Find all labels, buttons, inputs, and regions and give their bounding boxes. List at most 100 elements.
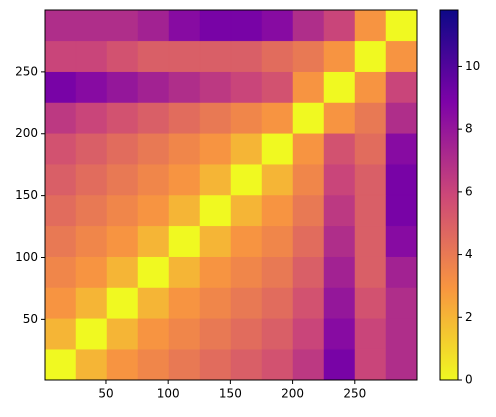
heat-cell (261, 225, 294, 257)
heat-cell (385, 71, 418, 103)
heat-cell (75, 9, 108, 42)
heat-cell (75, 71, 108, 103)
heat-cell (385, 256, 418, 288)
heat-cell (230, 348, 263, 381)
x-tick-label: 150 (219, 387, 242, 401)
y-tick-label: 250 (15, 64, 38, 78)
x-tick-label: 250 (343, 387, 366, 401)
x-tick-label: 100 (157, 387, 180, 401)
heat-cell (385, 163, 418, 196)
heat-cell (44, 348, 77, 381)
heat-cell (44, 71, 77, 103)
heat-cell (354, 225, 387, 257)
heat-cell (168, 318, 201, 350)
colorbar-tick-label: 0 (465, 373, 473, 387)
heat-cell (292, 194, 325, 227)
heat-cell (292, 133, 325, 165)
heat-cell (385, 194, 418, 227)
heat-cell (261, 133, 294, 165)
heat-cell (292, 318, 325, 350)
y-tick-label: 150 (15, 188, 38, 202)
heat-cell (106, 133, 139, 165)
heat-cell (168, 287, 201, 319)
heat-cell (385, 348, 418, 381)
heat-cell (354, 133, 387, 165)
heat-cell (44, 225, 77, 257)
heat-cell (199, 102, 232, 134)
colorbar-tick-label: 8 (465, 122, 473, 136)
heat-cell (106, 318, 139, 350)
heat-cell (230, 287, 263, 319)
heat-cell (230, 194, 263, 227)
heat-cell (385, 40, 418, 72)
heat-cell (323, 256, 356, 288)
heat-cell (75, 102, 108, 134)
heat-cell (168, 133, 201, 165)
heat-cell (106, 348, 139, 381)
x-tick-label: 50 (98, 387, 113, 401)
heat-cell (292, 163, 325, 196)
heat-cell (292, 256, 325, 288)
heat-cell (137, 9, 170, 42)
heat-cell (137, 102, 170, 134)
heat-cell (354, 9, 387, 42)
heat-cell (44, 318, 77, 350)
heat-cell (230, 163, 263, 196)
heat-cell (199, 163, 232, 196)
heat-cell (292, 348, 325, 381)
heat-cell (106, 9, 139, 42)
plot-frame (44, 9, 418, 381)
heat-cell (230, 225, 263, 257)
heat-cell (75, 194, 108, 227)
heat-cell (199, 348, 232, 381)
heat-cell (199, 71, 232, 103)
heat-cell (354, 318, 387, 350)
heat-cell (199, 40, 232, 72)
heat-cell (261, 71, 294, 103)
heat-cell (292, 40, 325, 72)
heat-cell (106, 163, 139, 196)
heat-cell (354, 163, 387, 196)
heat-cell (385, 102, 418, 134)
heat-cell (75, 256, 108, 288)
heat-cell (137, 225, 170, 257)
heat-cell (199, 194, 232, 227)
colorbar-tick-label: 2 (465, 310, 473, 324)
heat-cell (323, 40, 356, 72)
heat-cell (44, 287, 77, 319)
heat-cell (323, 287, 356, 319)
heat-cell (230, 102, 263, 134)
heat-cell (106, 256, 139, 288)
heat-cell (261, 256, 294, 288)
heat-cell (168, 71, 201, 103)
heat-cell (106, 287, 139, 319)
heat-cell (230, 71, 263, 103)
heat-cell (230, 40, 263, 72)
heat-cell (168, 163, 201, 196)
heat-cell (106, 225, 139, 257)
heat-cell (323, 163, 356, 196)
heat-cell (44, 194, 77, 227)
heat-cell (168, 9, 201, 42)
heat-cell (168, 102, 201, 134)
heat-cell (292, 102, 325, 134)
colorbar (439, 9, 459, 381)
heat-cell (261, 194, 294, 227)
heat-cell (168, 256, 201, 288)
heat-cell (75, 163, 108, 196)
heat-cell (323, 133, 356, 165)
heat-cell (106, 71, 139, 103)
heat-cell (323, 9, 356, 42)
heat-cell (137, 318, 170, 350)
heat-cell (75, 287, 108, 319)
heat-cell (199, 287, 232, 319)
heat-cell (354, 40, 387, 72)
heat-cell (323, 102, 356, 134)
heat-cell (261, 318, 294, 350)
heat-cell (106, 40, 139, 72)
heat-cell (106, 194, 139, 227)
heat-cell (385, 225, 418, 257)
colorbar-tick-label: 6 (465, 184, 473, 198)
heat-cell (323, 225, 356, 257)
x-tick-label: 200 (281, 387, 304, 401)
